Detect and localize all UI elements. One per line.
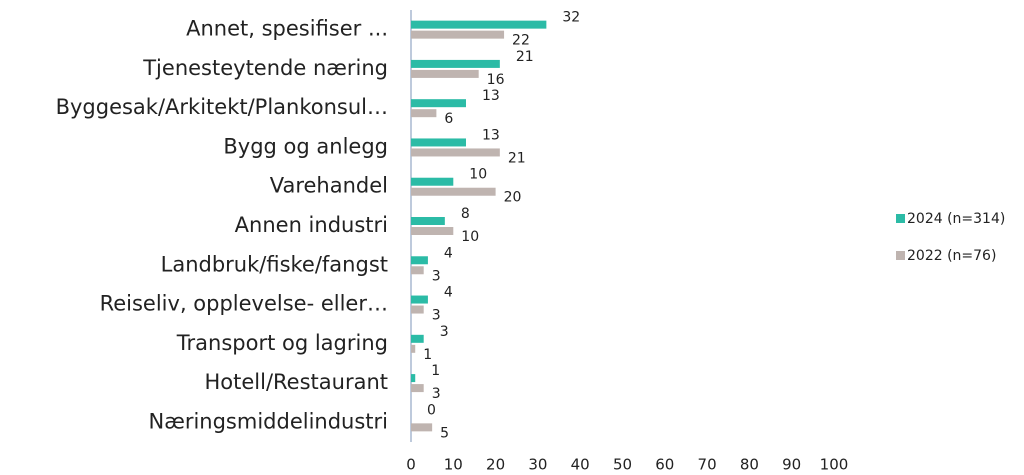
bar: [411, 423, 433, 432]
value-label: 5: [440, 425, 449, 441]
value-label: 13: [482, 88, 500, 104]
category-label: Reiseliv, opplevelse- eller…: [100, 292, 388, 316]
category-label: Hotell/Restaurant: [204, 370, 388, 394]
value-label: 4: [444, 285, 453, 301]
category-label: Landbruk/fiske/fangst: [161, 252, 388, 276]
bar: [411, 177, 454, 186]
x-tick-label: 70: [698, 456, 717, 474]
bar: [411, 384, 424, 393]
category-label: Annen industri: [235, 213, 388, 237]
bar: [411, 99, 466, 108]
x-tick-label: 20: [486, 456, 505, 474]
bar: [411, 217, 445, 225]
bar: [411, 266, 424, 275]
value-label: 32: [562, 10, 580, 26]
x-tick-label: 30: [528, 456, 547, 474]
legend-swatch: [896, 251, 905, 260]
value-label: 22: [512, 33, 530, 49]
category-label: Annet, spesifiser ...: [186, 17, 388, 41]
value-label: 3: [432, 308, 441, 324]
value-label: 21: [508, 150, 526, 166]
bar: [411, 20, 547, 29]
value-label: 20: [504, 190, 522, 206]
legend-label: 2022 (n=76): [907, 248, 996, 264]
bar: [411, 148, 500, 157]
category-label: Tjenesteytende næring: [142, 56, 388, 80]
category-label: Byggesak/Arkitekt/Plankonsul…: [56, 95, 388, 119]
value-label: 16: [487, 72, 505, 88]
value-label: 6: [444, 111, 453, 127]
legend-swatch: [896, 214, 905, 223]
x-tick-label: 80: [740, 456, 759, 474]
x-tick-label: 100: [820, 456, 849, 474]
value-label: 3: [432, 386, 441, 402]
value-label: 4: [444, 245, 453, 261]
value-label: 8: [461, 206, 470, 222]
category-label: Bygg og anlegg: [223, 134, 388, 158]
value-label: 1: [431, 363, 440, 379]
value-label: 3: [440, 324, 449, 340]
value-label: 21: [516, 49, 534, 65]
x-tick-label: 40: [571, 456, 590, 474]
bar: [411, 334, 424, 343]
x-tick-label: 60: [655, 456, 674, 474]
bar: [411, 374, 416, 383]
bar: [411, 30, 505, 39]
bar: [411, 187, 496, 196]
x-tick-label: 0: [406, 456, 416, 474]
bar: [411, 344, 416, 353]
x-tick-label: 90: [782, 456, 801, 474]
bar: [411, 227, 454, 235]
bar: [411, 69, 479, 78]
bar: [411, 295, 428, 304]
bar: [411, 59, 500, 68]
category-label: Varehandel: [270, 174, 388, 198]
category-label: Næringsmiddelindustri: [148, 409, 388, 433]
category-label: Transport og lagring: [176, 331, 388, 355]
value-label: 13: [482, 127, 500, 143]
value-label: 3: [432, 268, 441, 284]
value-label: 0: [427, 402, 436, 418]
value-label: 1: [423, 347, 432, 363]
bar: [411, 138, 466, 147]
x-tick-label: 10: [444, 456, 463, 474]
value-label: 10: [469, 167, 487, 183]
bar: [411, 109, 437, 118]
x-tick-label: 50: [613, 456, 632, 474]
bar: [411, 256, 428, 265]
legend-label: 2024 (n=314): [907, 211, 1005, 227]
bar: [411, 305, 424, 314]
value-label: 10: [461, 229, 479, 245]
